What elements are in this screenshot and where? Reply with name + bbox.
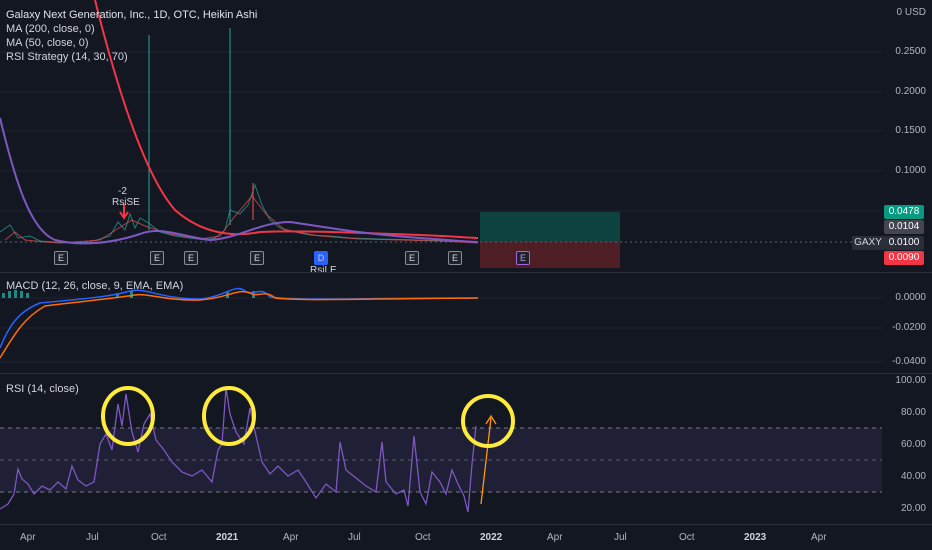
rsi-strategy-label[interactable]: RSI Strategy (14, 30, 70) (6, 51, 128, 63)
macd-tick: 0.0000 (895, 292, 926, 303)
earnings-marker[interactable]: E (184, 251, 198, 265)
macd-tick: -0.0400 (892, 356, 926, 367)
price-tick: 0.2000 (895, 86, 926, 97)
rsi-legend[interactable]: RSI (14, close) (6, 383, 79, 395)
macd-tick: -0.0200 (892, 322, 926, 333)
time-tick: Apr (811, 532, 827, 543)
rsi-tick: 20.00 (900, 503, 926, 514)
price-tick: 0.1000 (895, 165, 926, 176)
time-tick: Oct (415, 532, 431, 543)
rsi-line (0, 387, 477, 513)
time-tick: Jul (86, 532, 99, 543)
price-tick: 0.2500 (895, 46, 926, 57)
last-price-tag: 0.0100 (884, 236, 924, 250)
earnings-marker[interactable]: E (250, 251, 264, 265)
macd-pane[interactable]: MACD (12, 26, close, 9, EMA, EMA) (0, 273, 882, 373)
earnings-marker[interactable]: E (54, 251, 68, 265)
ma200-label[interactable]: MA (200, close, 0) (6, 23, 95, 35)
profit-zone (480, 212, 620, 242)
macd-line (0, 287, 479, 349)
time-tick: 2021 (216, 532, 239, 543)
ma50-label[interactable]: MA (50, close, 0) (6, 37, 89, 49)
rsi-pane[interactable]: RSI (14, close) (0, 374, 882, 524)
highlight-circle (461, 394, 515, 448)
price-tick: 0 USD (896, 7, 926, 18)
chart-legend: Galaxy Next Generation, Inc., 1D, OTC, H… (6, 8, 257, 64)
rsi-tick: 60.00 (900, 439, 926, 450)
rsi-tick: 40.00 (900, 471, 926, 482)
time-tick: Oct (151, 532, 167, 543)
stop-price-tag: 0.0090 (884, 251, 924, 265)
rsi-tick: 80.00 (900, 407, 926, 418)
price-axis[interactable]: 0 USD 0.2500 0.2000 0.1500 0.1000 (882, 0, 932, 272)
sell-signal-arrow (119, 204, 129, 220)
signal-line (0, 290, 479, 359)
price-tick: 0.1500 (895, 125, 926, 136)
target-price-tag: 0.0478 (884, 205, 924, 219)
time-tick: Apr (20, 532, 36, 543)
time-tick: Apr (283, 532, 299, 543)
earnings-marker-upcoming[interactable]: E (516, 251, 530, 265)
time-axis-separator (0, 524, 932, 525)
time-tick: Oct (679, 532, 695, 543)
rsi-tick: 100.00 (895, 375, 926, 386)
pane-separator[interactable] (0, 272, 932, 273)
dividend-marker[interactable]: D (314, 251, 328, 265)
time-tick: 2022 (480, 532, 503, 543)
rsi-axis[interactable]: 100.00 80.00 60.00 40.00 20.00 (882, 374, 932, 524)
time-axis[interactable]: Apr Jul Oct 2021 Apr Jul Oct 2022 Apr Ju… (0, 524, 882, 550)
highlight-circle (101, 386, 155, 446)
time-tick: 2023 (744, 532, 767, 543)
signal-count: -2 (118, 186, 127, 197)
price-pane[interactable]: Galaxy Next Generation, Inc., 1D, OTC, H… (0, 0, 882, 272)
ticker-tag: GAXY (852, 236, 884, 250)
time-tick: Apr (547, 532, 563, 543)
rsi-chart[interactable] (0, 374, 882, 524)
ma50-line (0, 117, 479, 245)
loss-zone (480, 242, 620, 268)
earnings-marker[interactable]: E (405, 251, 419, 265)
signal-name: RsiSE (112, 197, 140, 208)
macd-axis[interactable]: 0.0000 -0.0200 -0.0400 (882, 273, 932, 373)
partial-signal-label: RsiLE (310, 265, 337, 272)
highlight-circle (202, 386, 256, 446)
entry-price-tag: 0.0104 (884, 220, 924, 234)
ma200-line (94, 0, 479, 239)
time-tick: Jul (348, 532, 361, 543)
time-tick: Jul (614, 532, 627, 543)
pane-separator[interactable] (0, 373, 932, 374)
earnings-marker[interactable]: E (150, 251, 164, 265)
breakout-arrow (480, 417, 492, 505)
earnings-marker[interactable]: E (448, 251, 462, 265)
price-chart[interactable] (0, 0, 882, 272)
symbol-title[interactable]: Galaxy Next Generation, Inc., 1D, OTC, H… (6, 9, 258, 21)
macd-legend[interactable]: MACD (12, 26, close, 9, EMA, EMA) (6, 280, 184, 292)
macd-chart[interactable] (0, 273, 882, 373)
